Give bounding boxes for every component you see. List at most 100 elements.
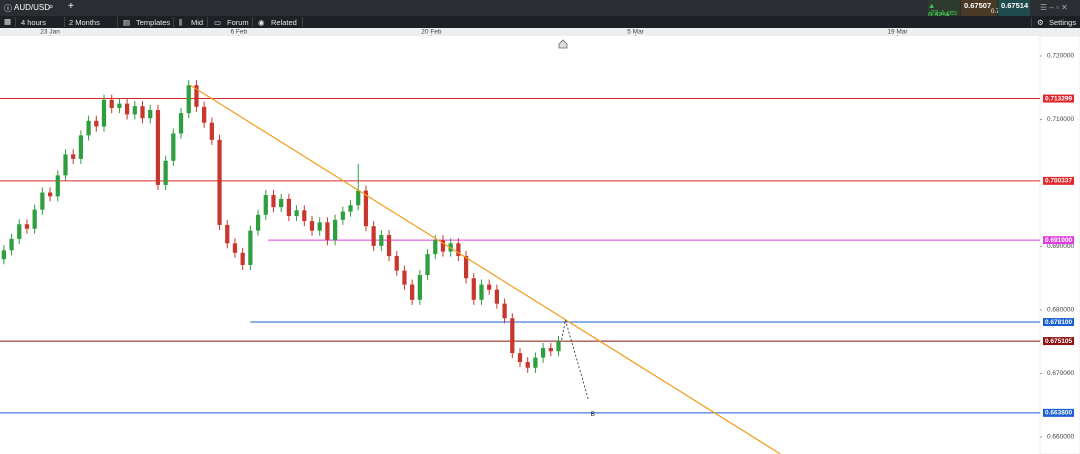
separator [117,17,118,27]
projection-label: B [591,411,595,418]
candle-body [487,284,492,290]
level-label-box [1043,236,1074,245]
candle-body [463,256,469,279]
candle-body [402,270,407,285]
candle-body [17,224,22,239]
settings[interactable]: Settings [1049,18,1077,27]
header: ⓘ AUD/USD ⌕ + ▲ 0.32% 22.1 pts 0.67507 0… [0,0,1080,19]
separator [64,17,65,27]
candle-body [255,214,261,231]
candle-body [263,195,268,215]
candle-body [63,154,68,176]
candle-body [340,211,345,220]
candle-body [148,109,153,119]
candle-body [533,357,538,368]
candle-body [55,175,60,197]
toolbar: ▦ 4 hours 2 Months ▤ Templates ⫼ Mid ▭ F… [0,16,1080,28]
trendline [189,84,781,454]
templates[interactable]: Templates [136,18,171,27]
layout-icon[interactable]: ▦ [4,17,12,26]
change: ▲ 0.32% [928,1,950,19]
bid-box[interactable]: 0.67507 0.7 [961,0,999,16]
interval[interactable]: 4 hours [21,18,47,27]
candle-body [32,209,37,229]
projection [561,320,589,401]
candle-body [24,224,30,229]
candle-body [171,133,176,161]
y-tick-label: 0.680000 [1047,307,1074,314]
level-label: 0.691000 [1045,237,1072,244]
templates-icon: ▤ [123,18,131,27]
level-label-box [1043,176,1074,185]
candle-body [248,230,253,265]
candle-body [232,243,238,253]
separator [1031,17,1032,27]
level-label: 0.663800 [1045,410,1072,417]
candle-body [194,85,199,107]
level-label: 0.675105 [1045,338,1072,345]
separator [15,17,16,27]
candle-body [309,221,315,231]
mid[interactable]: Mid [191,18,204,27]
candle-body [371,226,376,246]
candle-body [456,243,461,257]
y-tick-label: 0.670000 [1047,370,1074,377]
level-label-box [1043,337,1074,346]
forum[interactable]: Forum [227,18,249,27]
candle-body [9,238,14,251]
search-icon[interactable]: ⌕ [49,2,54,11]
candle-body [294,210,299,217]
candle-body [240,252,245,265]
candle-body [494,289,500,304]
settings-icon: ⚙ [1037,18,1044,27]
window-controls[interactable]: ☰ ‒ ▫ ✕ [1040,3,1068,12]
level-label: 0.700337 [1045,178,1072,185]
candle-body [202,106,207,123]
symbol[interactable]: AUD/USD [14,3,51,12]
chart: 23 Jan 6 Feb 20 Feb 5 Mar 19 Mar 0.720000 0.71… [0,28,1080,454]
candle-body [163,160,168,185]
ask-box[interactable]: 0.67514 [998,0,1030,16]
candle-body [356,190,361,206]
candle-body [124,103,130,115]
candle-body [71,154,76,159]
x-tick-label: 19 Mar [887,29,908,36]
candle-body [363,190,369,227]
date-axis [0,28,1080,36]
candle-body [510,318,515,354]
symbol-icon: ⓘ [4,4,12,13]
candle-body [101,99,107,127]
candle-body [525,362,530,368]
candle-body [433,240,438,255]
separator [207,17,208,27]
related[interactable]: Related [271,18,297,27]
y-tick-label: 0.660000 [1047,434,1074,441]
candle-body [132,106,137,115]
candle-body [47,192,53,197]
candle-body [471,278,476,300]
candle-body [178,113,184,134]
level-label-box [1043,318,1074,327]
candle-body [517,353,523,363]
candle-body [386,235,392,257]
y-tick-label: 0.690000 [1047,243,1074,250]
bid: 0.67507 [964,1,992,10]
ask: 0.67514 [1001,1,1029,10]
add-tab[interactable]: + [68,1,74,12]
scroll-handle[interactable] [558,39,568,49]
candle-body [379,235,384,246]
candle-body [155,109,161,185]
candle-body [217,139,222,225]
candle-body [440,240,446,252]
separator [173,17,174,27]
candle-body [117,103,122,109]
candle-body [479,284,484,300]
level-label: 0.678100 [1045,319,1072,326]
candle-body [540,348,546,358]
related-icon: ◉ [258,18,265,27]
separator [252,17,253,27]
candle-body [425,254,430,276]
price-axis [1039,35,1080,454]
range[interactable]: 2 Months [69,18,100,27]
